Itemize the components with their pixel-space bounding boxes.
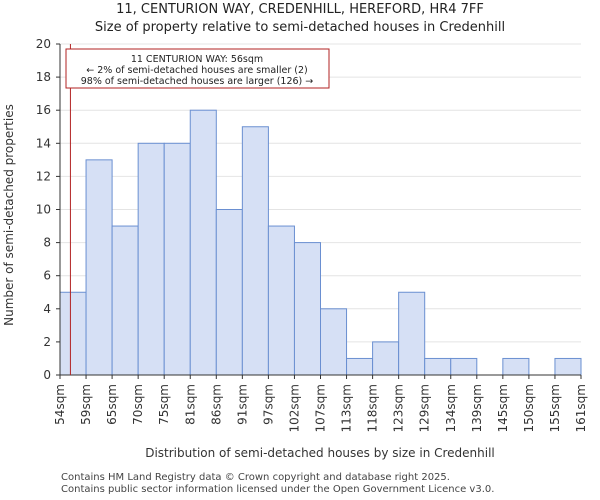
x-tick-label: 155sqm <box>548 384 562 432</box>
x-tick-label: 91sqm <box>235 384 249 425</box>
annotation-line-3: 98% of semi-detached houses are larger (… <box>81 76 314 87</box>
x-tick-label: 118sqm <box>366 384 380 432</box>
bar-70sqm <box>137 142 165 376</box>
bar-145sqm <box>502 357 530 376</box>
x-tick-label: 81sqm <box>183 384 197 425</box>
x-tick-label: 145sqm <box>496 384 510 432</box>
bar-107sqm <box>320 308 348 376</box>
y-tick-label: 12 <box>36 169 51 183</box>
y-tick-label: 8 <box>43 236 51 250</box>
x-tick-label: 123sqm <box>392 384 406 432</box>
y-tick-label: 2 <box>43 335 51 349</box>
bar-75sqm <box>163 142 191 376</box>
x-tick-label: 161sqm <box>574 384 588 432</box>
y-tick-label: 20 <box>36 37 51 51</box>
bar-59sqm <box>85 159 113 376</box>
bar-86sqm <box>215 209 243 376</box>
x-tick-label: 134sqm <box>444 384 458 432</box>
x-tick-label: 150sqm <box>522 384 536 432</box>
bar-102sqm <box>293 242 322 376</box>
y-tick-label: 14 <box>36 136 51 150</box>
chart-subtitle: Size of property relative to semi-detach… <box>94 20 506 35</box>
footer-copyright: Contains HM Land Registry data © Crown c… <box>61 472 450 483</box>
bar-134sqm <box>450 357 478 376</box>
annotation-line-1: 11 CENTURION WAY: 56sqm <box>131 54 263 65</box>
annotation-line-2: ← 2% of semi-detached houses are smaller… <box>86 65 307 76</box>
y-tick-label: 16 <box>36 103 51 117</box>
bar-118sqm <box>372 341 400 376</box>
bar-113sqm <box>346 357 374 376</box>
bar-97sqm <box>267 225 295 376</box>
bar-54sqm <box>59 291 87 376</box>
y-axis-label: Number of semi-detached properties <box>2 104 16 326</box>
y-ticks: 0 2 4 6 8 10 12 14 16 18 20 <box>36 37 60 382</box>
y-tick-label: 10 <box>36 203 51 217</box>
footer-licence: Contains public sector information licen… <box>61 484 495 495</box>
bar-155sqm <box>554 357 582 376</box>
y-tick-label: 4 <box>43 302 51 316</box>
x-tick-label: 65sqm <box>105 384 119 425</box>
x-axis-label: Distribution of semi-detached houses by … <box>145 446 495 460</box>
x-tick-label: 86sqm <box>209 384 223 425</box>
bar-129sqm <box>424 357 452 376</box>
chart-title: 11, CENTURION WAY, CREDENHILL, HEREFORD,… <box>116 2 484 17</box>
bar-123sqm <box>398 291 426 376</box>
y-tick-label: 6 <box>43 269 51 283</box>
annotation-box: 11 CENTURION WAY: 56sqm ← 2% of semi-det… <box>65 48 330 89</box>
x-tick-label: 54sqm <box>53 384 67 425</box>
x-ticks: 54sqm 59sqm 65sqm 70sqm 75sqm 81sqm 86sqm 91sqm… <box>53 375 588 432</box>
y-tick-label: 18 <box>36 70 51 84</box>
x-tick-label: 113sqm <box>340 384 354 432</box>
x-tick-label: 70sqm <box>131 384 145 425</box>
y-tick-label: 0 <box>43 368 51 382</box>
x-tick-label: 139sqm <box>470 384 484 432</box>
x-tick-label: 102sqm <box>287 384 301 432</box>
x-tick-label: 97sqm <box>261 384 275 425</box>
bar-91sqm <box>241 126 269 376</box>
x-tick-label: 75sqm <box>157 384 171 425</box>
bar-65sqm <box>111 225 139 376</box>
x-tick-label: 129sqm <box>418 384 432 432</box>
x-tick-label: 59sqm <box>79 384 93 425</box>
bar-81sqm <box>189 109 217 376</box>
x-tick-label: 107sqm <box>314 384 328 432</box>
